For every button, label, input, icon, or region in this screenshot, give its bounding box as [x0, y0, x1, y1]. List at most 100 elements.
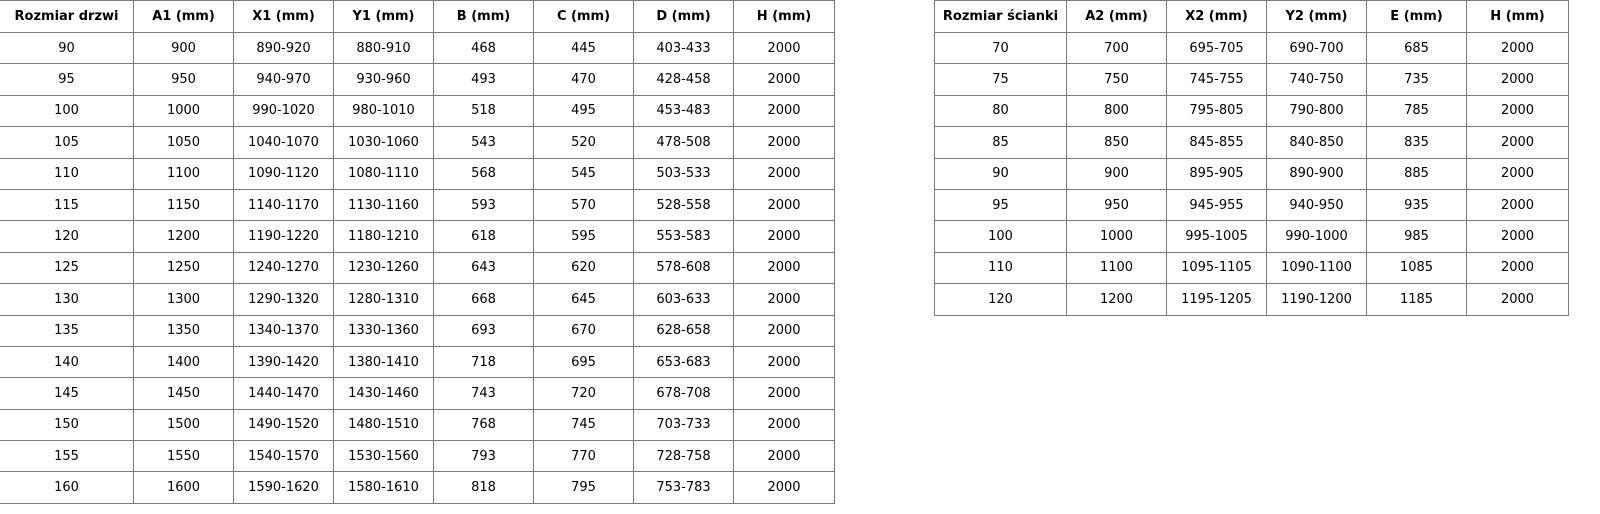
column-header: Y1 (mm) [333, 0, 434, 33]
table-cell: 668 [433, 283, 534, 316]
table-cell: 2000 [733, 283, 835, 316]
table-cell: 478-508 [633, 126, 734, 159]
table-cell: 1440-1470 [233, 377, 334, 410]
table-row: 70 700 695-705 690-700 685 2000 [934, 31, 1569, 65]
table-cell: 470 [533, 63, 634, 96]
table-cell: 1290-1320 [233, 283, 334, 316]
table-cell: 1450 [133, 377, 234, 410]
header-row: Rozmiar ścianki A2 (mm) X2 (mm) Y2 (mm) E (m… [934, 0, 1569, 33]
table-cell: 950 [1066, 188, 1167, 222]
table-cell: 2000 [1466, 283, 1569, 316]
table-cell: 990-1000 [1266, 220, 1367, 253]
table-cell: 900 [133, 31, 234, 65]
table-cell: 945-955 [1166, 188, 1267, 222]
table-row: 75 750 745-755 740-750 735 2000 [934, 63, 1569, 96]
table-cell: 840-850 [1266, 126, 1367, 159]
table-row: 120 1200 1190-1220 1180-1210 618 595 553-583 20… [0, 220, 835, 253]
table-cell: 1390-1420 [233, 345, 334, 379]
table-row: 105 1050 1040-1070 1030-1060 543 520 478-508 20… [0, 126, 835, 159]
table-cell: 703-733 [633, 408, 734, 442]
table-row: 145 1450 1440-1470 1430-1460 743 720 678-708 20… [0, 377, 835, 410]
table-cell: 685 [1366, 31, 1467, 65]
table-cell: 1190-1220 [233, 220, 334, 253]
table-cell: 835 [1366, 126, 1467, 159]
table-row: 160 1600 1590-1620 1580-1610 818 795 753-783 20… [0, 471, 835, 504]
table-cell: 1550 [133, 440, 234, 473]
table-cell: 85 [934, 126, 1067, 159]
table-cell: 690-700 [1266, 31, 1367, 65]
column-header: X1 (mm) [233, 0, 334, 33]
table-cell: 493 [433, 63, 534, 96]
table-cell: 453-483 [633, 94, 734, 128]
table-cell: 2000 [1466, 220, 1569, 253]
table-cell: 2000 [733, 408, 835, 442]
table-cell: 2000 [733, 94, 835, 128]
table-cell: 750 [1066, 63, 1167, 96]
table-row: 130 1300 1290-1320 1280-1310 668 645 603-633 20… [0, 283, 835, 316]
table-cell: 740-750 [1266, 63, 1367, 96]
table-cell: 693 [433, 314, 534, 347]
table-cell: 2000 [1466, 251, 1569, 285]
table-cell: 618 [433, 220, 534, 253]
table-cell: 845-855 [1166, 126, 1267, 159]
table-row: 155 1550 1540-1570 1530-1560 793 770 728-758 20… [0, 440, 835, 473]
column-header: A2 (mm) [1066, 0, 1167, 33]
table-cell: 2000 [733, 377, 835, 410]
table-cell: 1200 [133, 220, 234, 253]
table-cell: 110 [934, 251, 1067, 285]
table-cell: 753-783 [633, 471, 734, 504]
table-cell: 120 [0, 220, 134, 253]
table-cell: 1340-1370 [233, 314, 334, 347]
table-cell: 135 [0, 314, 134, 347]
table-cell: 1000 [133, 94, 234, 128]
table-cell: 115 [0, 188, 134, 222]
table-cell: 110 [0, 157, 134, 190]
column-header: B (mm) [433, 0, 534, 33]
table-cell: 900 [1066, 157, 1167, 190]
table-cell: 1500 [133, 408, 234, 442]
table-cell: 2000 [733, 63, 835, 96]
table-cell: 2000 [733, 471, 835, 504]
table-cell: 995-1005 [1166, 220, 1267, 253]
table-cell: 800 [1066, 94, 1167, 128]
table-cell: 2000 [1466, 63, 1569, 96]
table-cell: 818 [433, 471, 534, 504]
table-cell: 1280-1310 [333, 283, 434, 316]
table-row: 100 1000 995-1005 990-1000 985 2000 [934, 220, 1569, 253]
table-cell: 120 [934, 283, 1067, 316]
table-cell: 70 [934, 31, 1067, 65]
table-cell: 950 [133, 63, 234, 96]
table-cell: 545 [533, 157, 634, 190]
table-cell: 2000 [733, 314, 835, 347]
table-cell: 543 [433, 126, 534, 159]
table-cell: 593 [433, 188, 534, 222]
table-cell: 1200 [1066, 283, 1167, 316]
table-cell: 940-950 [1266, 188, 1367, 222]
table-cell: 2000 [1466, 31, 1569, 65]
table-cell: 940-970 [233, 63, 334, 96]
table-cell: 150 [0, 408, 134, 442]
table-cell: 160 [0, 471, 134, 504]
table-row: 90 900 890-920 880-910 468 445 403-433 2000 [0, 31, 835, 65]
table-cell: 628-658 [633, 314, 734, 347]
table-cell: 1230-1260 [333, 251, 434, 285]
table-cell: 2000 [733, 31, 835, 65]
table-cell: 2000 [733, 440, 835, 473]
table-cell: 1250 [133, 251, 234, 285]
table-cell: 100 [0, 94, 134, 128]
table-cell: 985 [1366, 220, 1467, 253]
table-cell: 645 [533, 283, 634, 316]
table-cell: 930-960 [333, 63, 434, 96]
table-cell: 155 [0, 440, 134, 473]
table-cell: 1330-1360 [333, 314, 434, 347]
table-cell: 1140-1170 [233, 188, 334, 222]
table-cell: 1090-1100 [1266, 251, 1367, 285]
table-cell: 75 [934, 63, 1067, 96]
table-cell: 700 [1066, 31, 1167, 65]
table-cell: 768 [433, 408, 534, 442]
table-cell: 2000 [1466, 188, 1569, 222]
table-row: 110 1100 1095-1105 1090-1100 1085 2000 [934, 251, 1569, 285]
column-header: H (mm) [733, 0, 835, 33]
table-cell: 2000 [1466, 126, 1569, 159]
table-cell: 2000 [733, 220, 835, 253]
